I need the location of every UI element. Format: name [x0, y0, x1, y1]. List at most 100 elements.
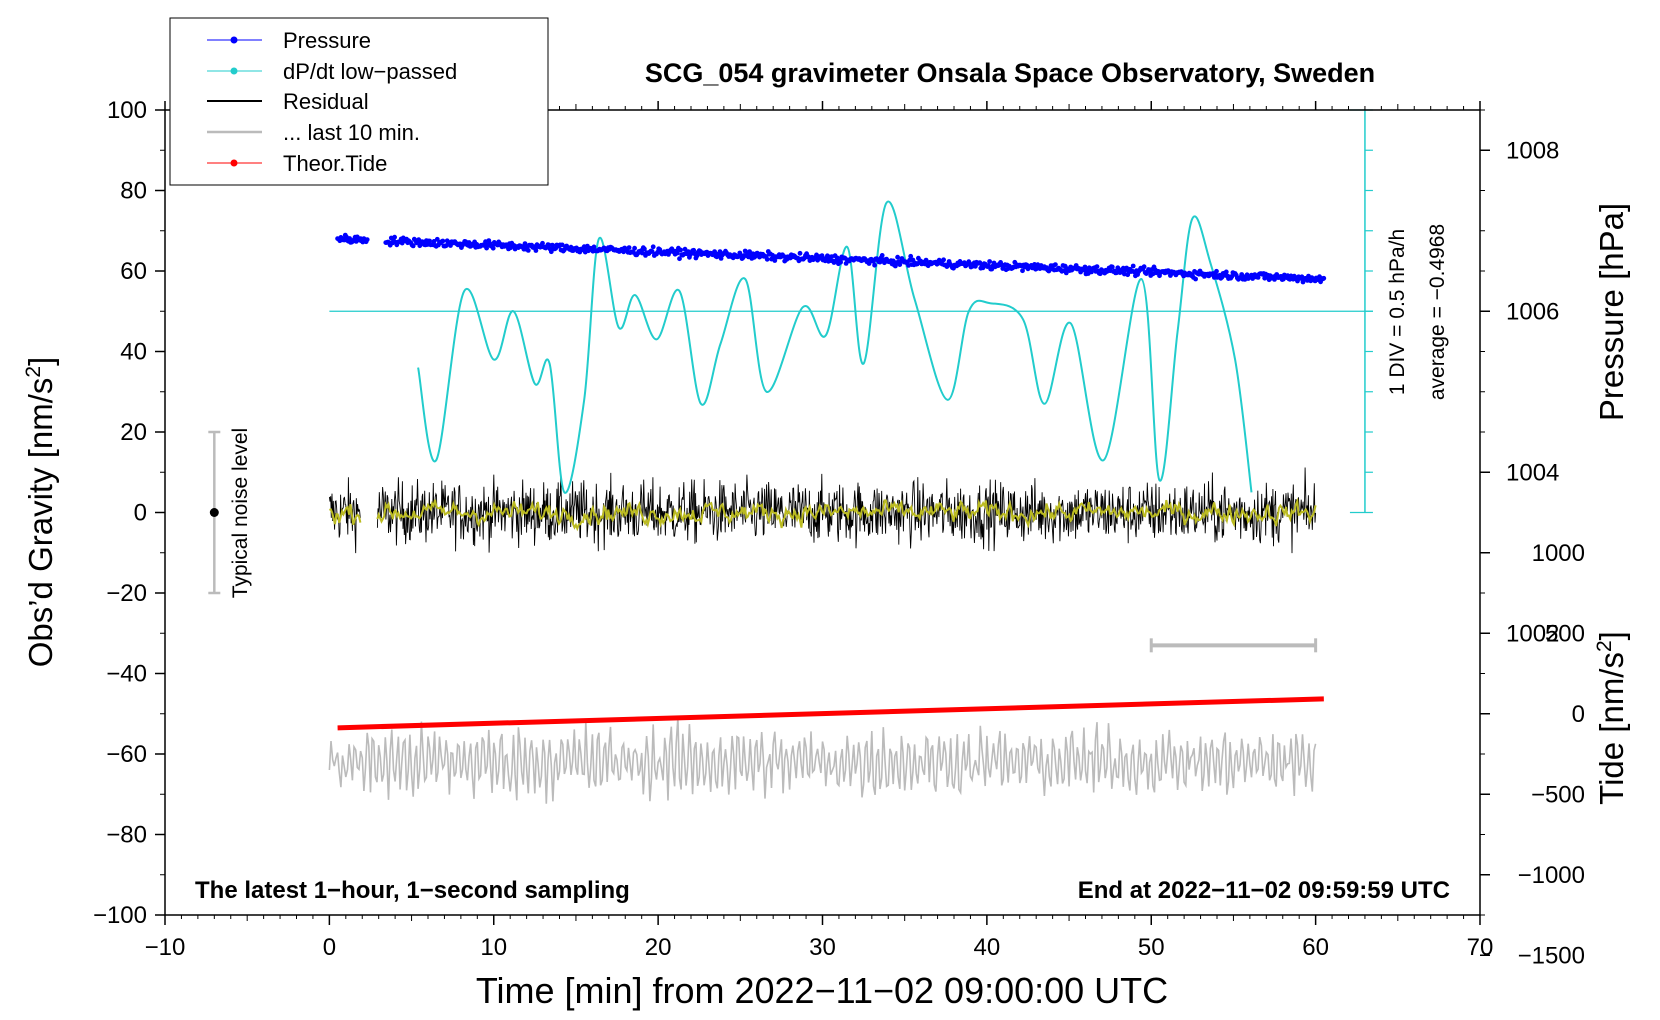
- pressure-point: [525, 248, 531, 253]
- pressure-point: [866, 261, 872, 266]
- legend-item-residual: Residual: [207, 89, 369, 114]
- legend-label: dP/dt low−passed: [283, 59, 457, 84]
- pressure-point: [1223, 269, 1229, 275]
- tide-tick-label: 500: [1545, 620, 1585, 647]
- average-note: average = −0.4968: [1426, 224, 1449, 400]
- x-tick-label: 50: [1138, 934, 1165, 961]
- pressure-point: [642, 246, 647, 252]
- x-tick-label: 30: [809, 934, 836, 961]
- pressure-point: [1082, 264, 1088, 270]
- y-tick-label: 20: [120, 419, 147, 446]
- pressure-point: [490, 245, 496, 251]
- pressure-point: [682, 246, 688, 252]
- x-tick-label: −10: [145, 934, 186, 961]
- y-axis-label-tide-tail: ]: [1593, 631, 1630, 640]
- pressure-point: [448, 243, 453, 248]
- pressure-point: [677, 256, 682, 262]
- pressure-point: [1141, 264, 1147, 270]
- series-residual-line: [328, 467, 1317, 554]
- pressure-point: [1109, 264, 1115, 270]
- pressure-point: [626, 245, 632, 251]
- x-tick-label: 60: [1302, 934, 1329, 961]
- y-axis-label-gravity-tail: ]: [22, 357, 59, 366]
- series-dpdt-line: [417, 200, 1253, 494]
- legend-item-pressure: Pressure: [207, 28, 371, 53]
- tide-tick-label: −1500: [1518, 942, 1585, 969]
- y-axis-label-tide-text: Tide [nm/s: [1593, 652, 1630, 805]
- end-time-note: End at 2022−11−02 09:59:59 UTC: [1078, 877, 1450, 904]
- pressure-point: [895, 254, 900, 260]
- pressure-tick-label: 1004: [1506, 459, 1559, 486]
- pressure-point: [410, 243, 416, 249]
- tide-tick-label: −1000: [1518, 862, 1585, 889]
- pressure-point: [347, 236, 352, 241]
- pressure-point: [694, 253, 700, 259]
- legend-label: Pressure: [283, 28, 371, 53]
- chart-title: SCG_054 gravimeter Onsala Space Observat…: [645, 58, 1375, 88]
- series-last10-line: [328, 717, 1317, 804]
- y-axis-label-tide: Tide [nm/s2]: [1593, 631, 1630, 805]
- y-axis-label-gravity-text: Obs’d Gravity [nm/s: [22, 378, 59, 668]
- y-tick-label: −40: [106, 661, 147, 688]
- pressure-point: [908, 253, 914, 259]
- pressure-point: [591, 244, 597, 250]
- div-scale-note: 1 DIV = 0.5 hPa/h: [1386, 229, 1409, 395]
- pressure-tick-label: 1002: [1506, 620, 1559, 647]
- y-axis-label-tide-sup: 2: [1593, 640, 1616, 652]
- pressure-point: [742, 248, 748, 254]
- pressure-point: [980, 265, 986, 271]
- pressure-tick-label: 1010: [1506, 0, 1559, 3]
- x-axis-label: Time [min] from 2022−11−02 09:00:00 UTC: [476, 970, 1168, 1011]
- noise-level-dot: [209, 508, 219, 517]
- pressure-point: [797, 250, 803, 256]
- legend: Pressure dP/dt low−passed Residual ... l…: [169, 17, 549, 186]
- x-tick-label: 0: [323, 934, 336, 961]
- pressure-point: [533, 248, 539, 253]
- y-axis-label-gravity: Obs’d Gravity [nm/s2]: [22, 357, 59, 668]
- x-tick-label: 10: [480, 934, 507, 961]
- pressure-tick-label: 1008: [1506, 137, 1559, 164]
- legend-item-dpdt: dP/dt low−passed: [207, 59, 457, 84]
- pressure-point: [1130, 263, 1136, 269]
- pressure-point: [559, 242, 565, 248]
- series-tide-line: [337, 696, 1324, 731]
- pressure-point: [879, 253, 885, 258]
- legend-item-tide: Theor.Tide: [207, 151, 387, 176]
- pressure-point: [546, 242, 552, 248]
- y-tick-label: 100: [107, 97, 147, 124]
- axes: −10 0 10 20 30 40 50 60 70100806040200−20−40−60−…: [93, 0, 1585, 969]
- legend-item-last10: ... last 10 min.: [207, 120, 420, 145]
- pressure-point: [649, 249, 655, 254]
- pressure-point: [772, 258, 778, 263]
- sampling-note: The latest 1−hour, 1−second sampling: [195, 877, 630, 904]
- y-tick-label: 60: [120, 258, 147, 285]
- tide-tick-label: 0: [1572, 701, 1585, 728]
- tide-tick-label: −500: [1531, 781, 1585, 808]
- y-tick-label: 0: [134, 500, 147, 527]
- y-tick-label: −100: [93, 902, 147, 929]
- pressure-point: [764, 256, 770, 262]
- pressure-point: [639, 250, 645, 256]
- pressure-point: [1053, 262, 1058, 267]
- legend-label: Residual: [283, 89, 369, 114]
- pressure-point: [392, 234, 397, 240]
- pressure-point: [1094, 264, 1100, 269]
- pressure-point: [941, 257, 946, 263]
- pressure-point: [540, 240, 545, 246]
- pressure-tick-label: 1006: [1506, 298, 1559, 325]
- legend-marker: [230, 159, 238, 167]
- y-tick-label: 40: [120, 339, 147, 366]
- tide-tick-label: 1000: [1532, 540, 1585, 567]
- pressure-point: [650, 244, 656, 250]
- pressure-point: [1214, 268, 1219, 274]
- x-tick-label: 70: [1467, 934, 1494, 961]
- pressure-point: [364, 237, 370, 243]
- pressure-point: [427, 238, 432, 244]
- x-tick-label: 20: [645, 934, 672, 961]
- plot-series: [208, 109, 1373, 804]
- y-tick-label: −20: [106, 580, 147, 607]
- y-tick-label: −80: [106, 822, 147, 849]
- legend-label: Theor.Tide: [283, 151, 387, 176]
- series-residual-smooth-line: [329, 497, 1317, 532]
